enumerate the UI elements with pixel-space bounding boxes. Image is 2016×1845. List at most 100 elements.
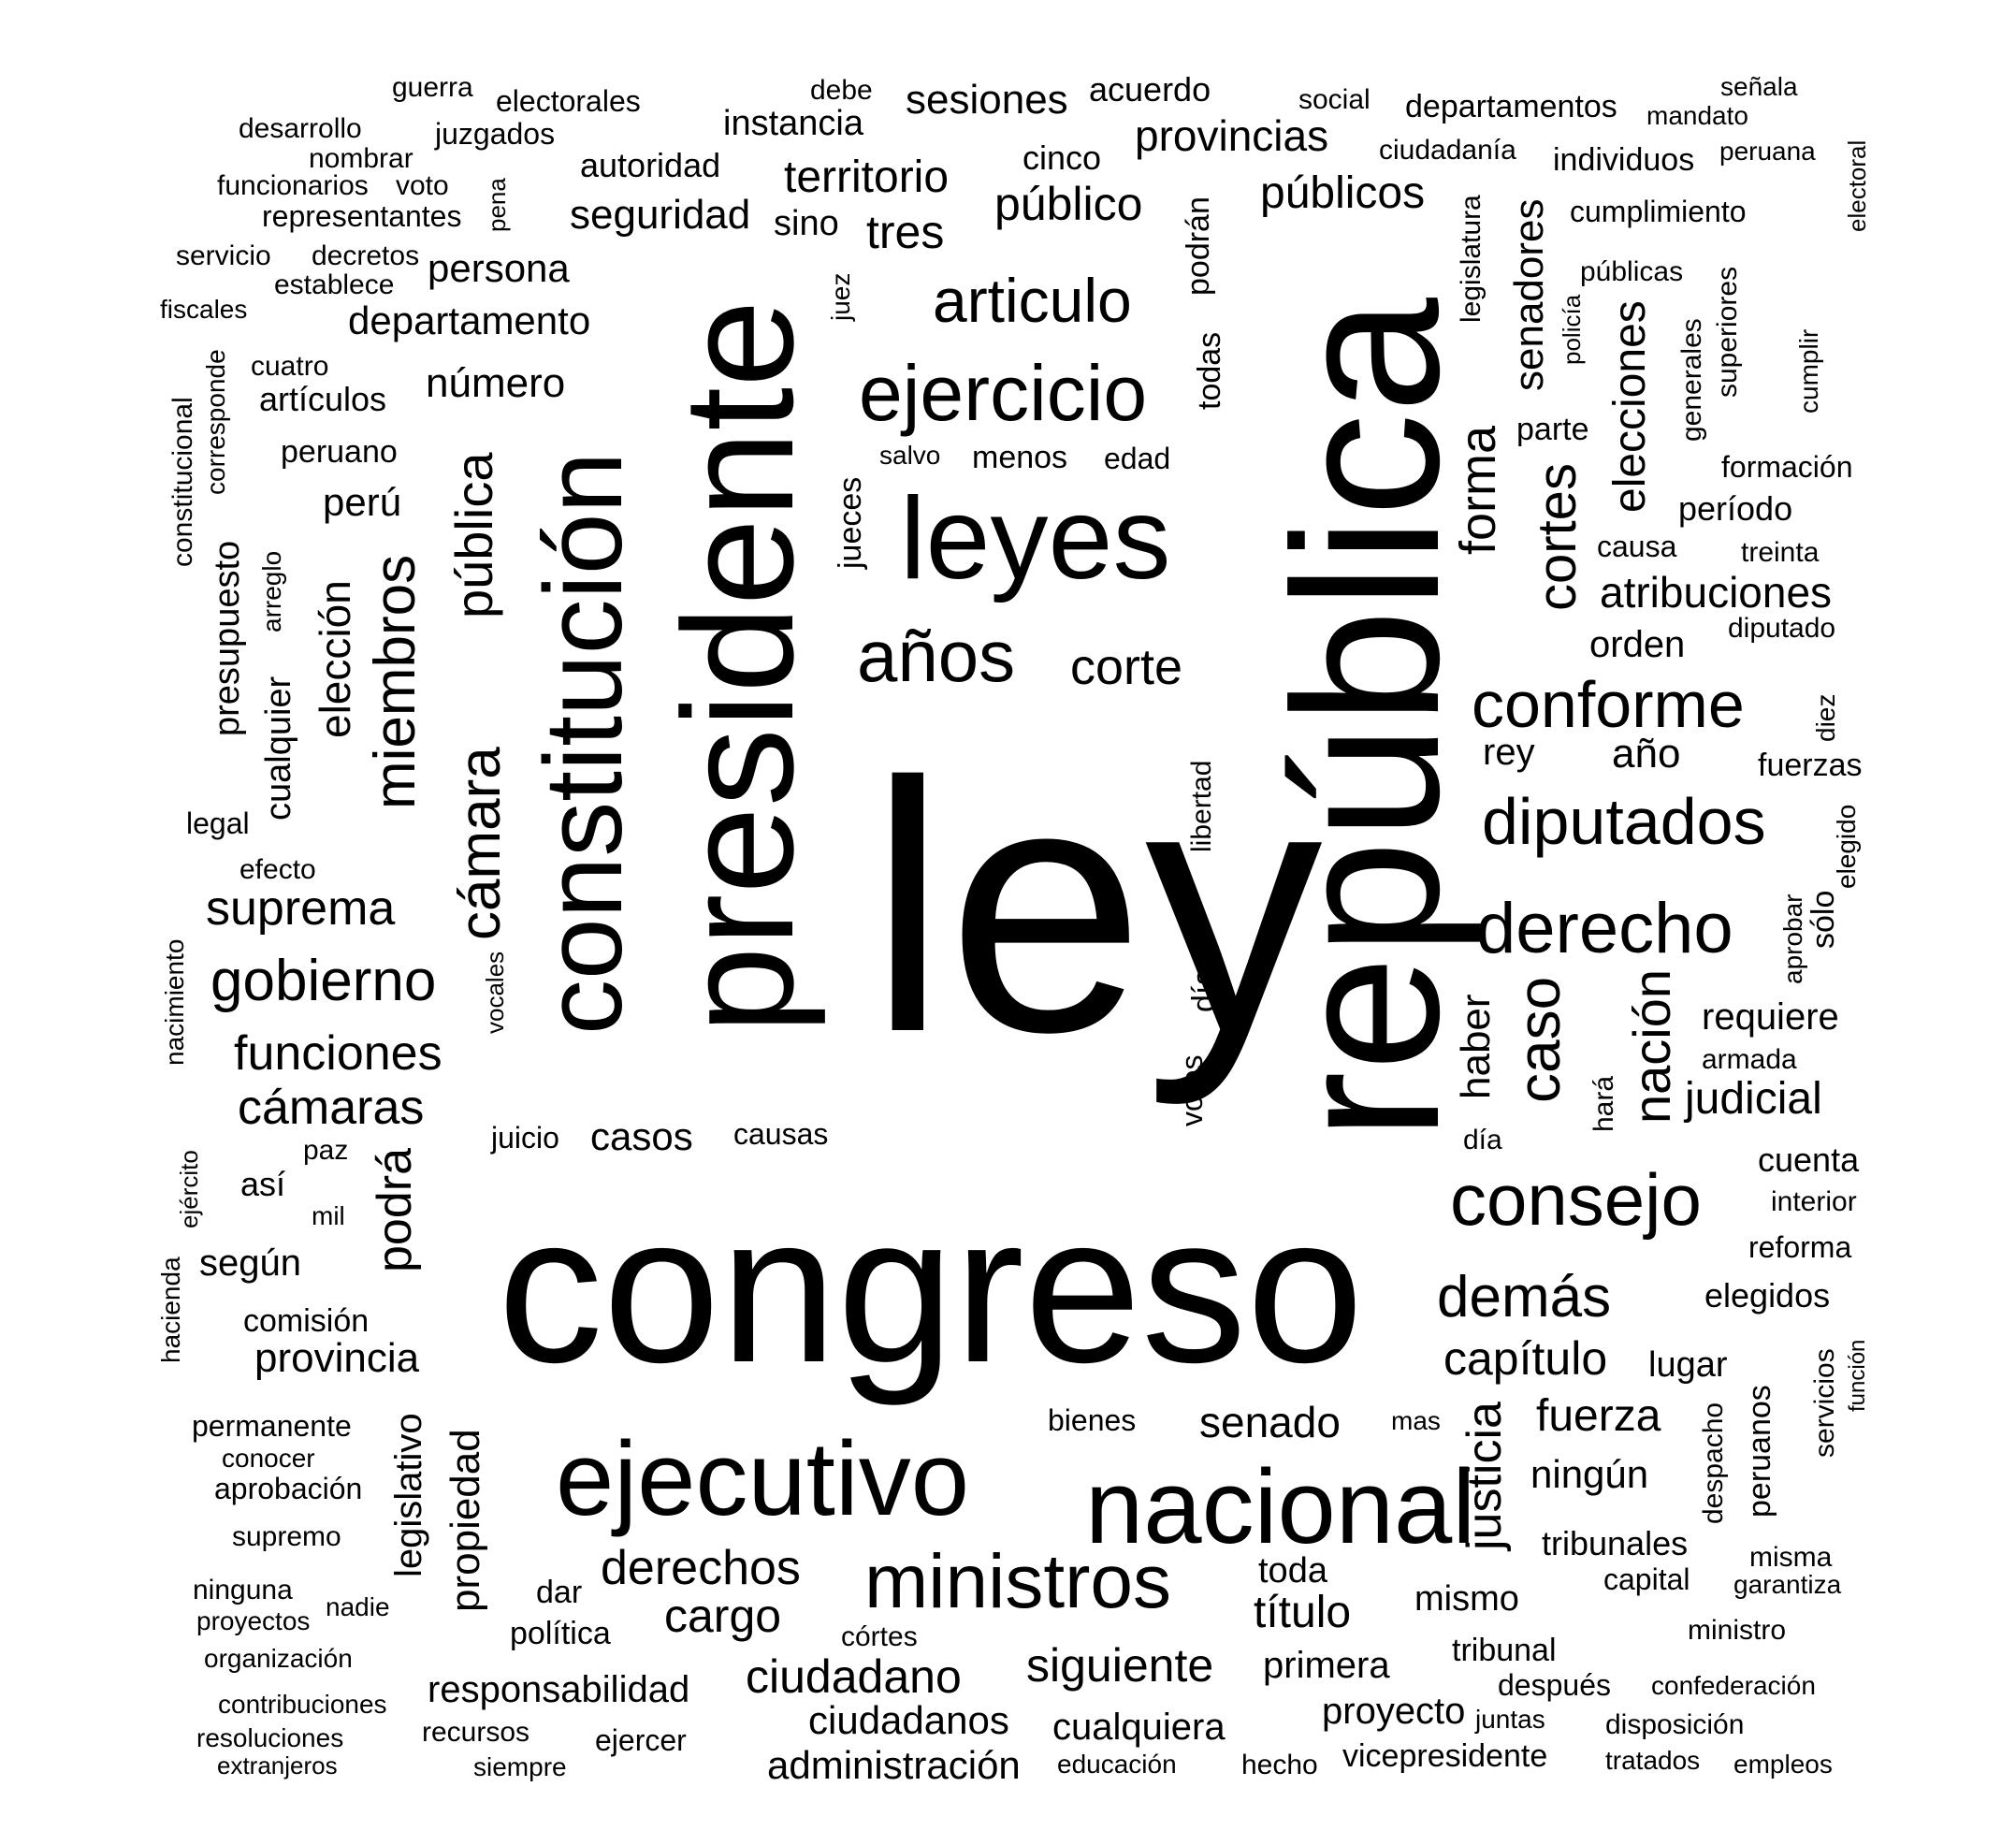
word-funcionarios: funcionarios bbox=[217, 170, 369, 201]
word-caso: caso bbox=[1505, 977, 1573, 1104]
word-proyecto: proyecto bbox=[1322, 1691, 1466, 1732]
word-social: social bbox=[1298, 84, 1371, 115]
word-hecho: hecho bbox=[1241, 1750, 1318, 1780]
word-congreso: congreso bbox=[498, 1170, 1364, 1406]
word-peruano: peruano bbox=[281, 434, 398, 470]
word-efecto: efecto bbox=[239, 854, 316, 885]
word-elegido: elegido bbox=[1832, 805, 1861, 890]
word-interior: interior bbox=[1771, 1186, 1857, 1217]
word-conocer: conocer bbox=[222, 1444, 315, 1473]
word-menos: menos bbox=[972, 440, 1068, 475]
word-juicio: juicio bbox=[491, 1121, 559, 1155]
word-política: política bbox=[510, 1616, 611, 1651]
word-siguiente: siguiente bbox=[1026, 1639, 1214, 1692]
word-corresponde: corresponde bbox=[201, 349, 230, 495]
word-rey: rey bbox=[1483, 732, 1535, 773]
word-mandato: mandato bbox=[1646, 101, 1748, 130]
word-vocales: vocales bbox=[481, 952, 509, 1035]
word-ninguna: ninguna bbox=[193, 1575, 293, 1605]
word-provincia: provincia bbox=[254, 1335, 420, 1381]
word-mas: mas bbox=[1391, 1406, 1441, 1435]
word-cualquier: cualquier bbox=[259, 676, 298, 821]
word-capítulo: capítulo bbox=[1443, 1332, 1608, 1385]
word-pena: pena bbox=[483, 178, 511, 232]
word-constitución: constitución bbox=[522, 452, 645, 1036]
word-hará: hará bbox=[1588, 1076, 1619, 1133]
word-consejo: consejo bbox=[1450, 1158, 1702, 1241]
word-despacho: despacho bbox=[1698, 1402, 1729, 1525]
word-bienes: bienes bbox=[1048, 1403, 1137, 1437]
word-sólo: sólo bbox=[1806, 891, 1841, 950]
word-lugar: lugar bbox=[1648, 1345, 1728, 1385]
word-judicial: judicial bbox=[1685, 1074, 1822, 1124]
word-podrán: podrán bbox=[1181, 196, 1216, 296]
word-supremo: supremo bbox=[232, 1521, 341, 1552]
word-funciones: funciones bbox=[234, 1026, 442, 1081]
word-parte: parte bbox=[1516, 412, 1589, 447]
word-elecciones: elecciones bbox=[1605, 300, 1655, 513]
word-representantes: representantes bbox=[262, 199, 462, 233]
word-mismo: mismo bbox=[1414, 1579, 1519, 1619]
word-arreglo: arreglo bbox=[257, 551, 286, 633]
word-aprobar: aprobar bbox=[1778, 893, 1807, 984]
word-leyes: leyes bbox=[900, 474, 1171, 603]
word-confederación: confederación bbox=[1651, 1671, 1816, 1700]
word-tres: tres bbox=[866, 206, 945, 258]
word-cámaras: cámaras bbox=[238, 1081, 425, 1135]
word-empleos: empleos bbox=[1733, 1750, 1833, 1779]
word-autoridad: autoridad bbox=[580, 146, 721, 184]
word-derecho: derecho bbox=[1476, 889, 1733, 968]
word-articulo: articulo bbox=[933, 266, 1132, 335]
word-garantiza: garantiza bbox=[1733, 1570, 1842, 1599]
word-perú: perú bbox=[323, 480, 402, 524]
word-año: año bbox=[1612, 731, 1681, 777]
word-años: años bbox=[857, 615, 1016, 697]
word-tribunal: tribunal bbox=[1452, 1633, 1557, 1668]
word-ministros: ministros bbox=[864, 1539, 1172, 1624]
word-capital: capital bbox=[1603, 1562, 1690, 1596]
word-ejercer: ejercer bbox=[595, 1723, 687, 1757]
word-podrá: podrá bbox=[368, 1148, 422, 1272]
word-electorales: electorales bbox=[496, 84, 641, 118]
word-paz: paz bbox=[303, 1135, 349, 1166]
word-atribuciones: atribuciones bbox=[1600, 568, 1833, 617]
word-nacional: nacional bbox=[1085, 1448, 1476, 1565]
word-seguridad: seguridad bbox=[570, 192, 751, 238]
word-ejército: ejército bbox=[175, 1150, 203, 1228]
word-libertad: libertad bbox=[1186, 761, 1217, 853]
word-período: período bbox=[1678, 489, 1793, 528]
word-educación: educación bbox=[1057, 1750, 1177, 1779]
word-título: título bbox=[1254, 1588, 1352, 1637]
word-peruana: peruana bbox=[1719, 137, 1816, 166]
word-cuenta: cuenta bbox=[1758, 1140, 1860, 1179]
word-armada: armada bbox=[1702, 1044, 1797, 1075]
word-nombrar: nombrar bbox=[309, 143, 413, 174]
word-todas: todas bbox=[1192, 332, 1227, 411]
word-decretos: decretos bbox=[312, 240, 420, 271]
word-ningún: ningún bbox=[1530, 1452, 1649, 1496]
word-república: república bbox=[1251, 298, 1483, 1140]
word-toda: toda bbox=[1258, 1551, 1327, 1591]
word-ciudadanía: ciudadanía bbox=[1379, 135, 1516, 166]
word-ministro: ministro bbox=[1688, 1615, 1787, 1646]
word-responsabilidad: responsabilidad bbox=[428, 1669, 690, 1710]
word-presupuesto: presupuesto bbox=[208, 541, 247, 737]
word-proyectos: proyectos bbox=[196, 1606, 311, 1635]
word-reforma: reforma bbox=[1748, 1230, 1852, 1264]
word-causa: causa bbox=[1597, 530, 1677, 563]
word-guerra: guerra bbox=[392, 72, 473, 103]
word-jueces: jueces bbox=[833, 477, 868, 570]
word-cortes: cortes bbox=[1527, 463, 1588, 611]
word-permanente: permanente bbox=[192, 1409, 352, 1443]
word-edad: edad bbox=[1104, 442, 1171, 475]
word-dar: dar bbox=[536, 1575, 583, 1610]
word-departamento: departamento bbox=[348, 298, 591, 342]
word-elección: elección bbox=[311, 580, 359, 738]
word-legislativo: legislativo bbox=[388, 1413, 429, 1577]
word-aprobación: aprobación bbox=[214, 1472, 363, 1505]
word-cinco: cinco bbox=[1023, 138, 1102, 177]
word-legal: legal bbox=[186, 806, 250, 840]
word-individuos: individuos bbox=[1553, 142, 1695, 178]
word-superiores: superiores bbox=[1712, 267, 1743, 399]
